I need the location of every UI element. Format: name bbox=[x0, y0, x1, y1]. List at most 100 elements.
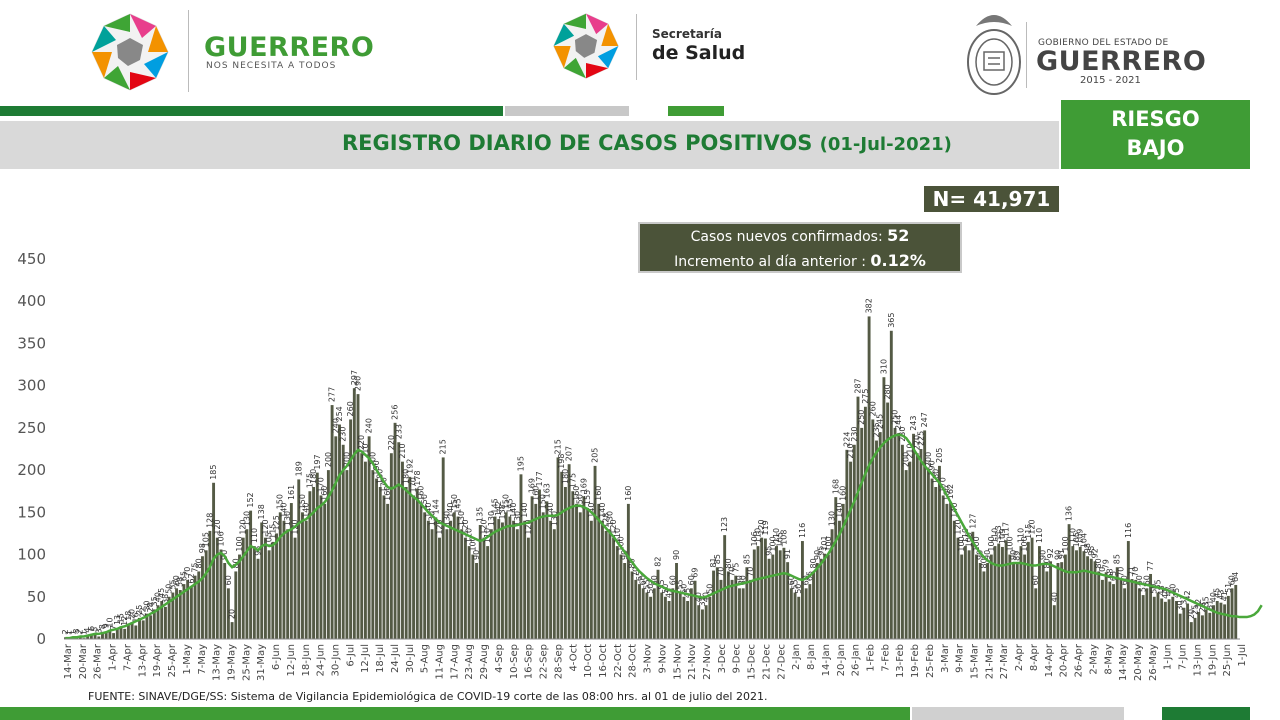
bar bbox=[501, 522, 504, 639]
stripe-lightgreen bbox=[668, 106, 724, 116]
bar bbox=[1200, 615, 1204, 639]
bar-value-label: 128 bbox=[602, 513, 611, 528]
bar bbox=[1104, 572, 1108, 639]
bar bbox=[608, 529, 612, 639]
bar-value-label: 55 bbox=[168, 579, 177, 589]
bar-value-label: 100 bbox=[1005, 536, 1014, 551]
bar bbox=[201, 556, 204, 639]
bar bbox=[256, 558, 260, 639]
bar-value-label: 130 bbox=[550, 511, 559, 526]
bar-value-label: 254 bbox=[335, 406, 344, 421]
x-tick-label: 29-Aug bbox=[479, 644, 490, 680]
bar bbox=[904, 470, 908, 639]
x-tick-label: 7-May bbox=[197, 644, 208, 675]
bar-value-label: 105 bbox=[202, 532, 211, 547]
bar bbox=[693, 580, 697, 639]
bar bbox=[819, 558, 823, 639]
bar-value-label: 104 bbox=[1079, 533, 1088, 548]
bar bbox=[919, 449, 923, 639]
bar bbox=[1112, 584, 1115, 639]
bar bbox=[1189, 622, 1193, 639]
bar bbox=[763, 538, 767, 639]
bar-value-label: 192 bbox=[405, 459, 414, 474]
x-tick-label: 15-Nov bbox=[672, 644, 683, 680]
bar bbox=[1167, 599, 1171, 639]
bar-value-label: 105 bbox=[965, 532, 974, 547]
bar bbox=[808, 584, 812, 639]
bar bbox=[512, 520, 516, 639]
bar-value-label: 215 bbox=[439, 439, 448, 454]
bar bbox=[223, 563, 227, 639]
x-tick-label: 14-May bbox=[1118, 644, 1129, 681]
bar bbox=[208, 530, 212, 639]
bar bbox=[719, 579, 723, 639]
bar bbox=[893, 427, 897, 639]
bar bbox=[1082, 551, 1086, 639]
bar bbox=[1226, 595, 1230, 639]
bar bbox=[749, 579, 753, 639]
bar bbox=[193, 575, 197, 639]
bar bbox=[960, 554, 964, 639]
bar bbox=[226, 588, 230, 639]
bar-value-label: 170 bbox=[316, 477, 325, 492]
bar bbox=[315, 472, 319, 639]
gobierno-years: 2015 - 2021 bbox=[1080, 75, 1141, 86]
bar bbox=[1100, 579, 1104, 639]
bar-value-label: 90 bbox=[1053, 550, 1062, 560]
bar-value-label: 45 bbox=[1213, 588, 1222, 598]
bar bbox=[1160, 598, 1164, 639]
bar-value-label: 175 bbox=[568, 473, 577, 488]
bar-value-label: 150 bbox=[576, 494, 585, 509]
bar-value-label: 90 bbox=[1009, 550, 1018, 560]
bar bbox=[326, 470, 330, 639]
bar bbox=[752, 549, 756, 639]
bar-value-label: 30 bbox=[142, 600, 151, 610]
bar-value-label: 120 bbox=[757, 519, 766, 534]
risk-badge: RIESGO BAJO bbox=[1061, 100, 1250, 169]
bar-value-label: 297 bbox=[350, 370, 359, 385]
bar-value-label: 145 bbox=[454, 498, 463, 513]
x-tick-label: 9-Mar bbox=[955, 643, 966, 673]
bar bbox=[1123, 588, 1127, 639]
x-tick-label: 30-Jun bbox=[330, 644, 341, 677]
bar-value-label: 43 bbox=[1216, 590, 1225, 600]
bar bbox=[1015, 563, 1019, 639]
bar-labels-group: 2113214653891071315121820162522302835404… bbox=[61, 298, 1240, 635]
bar-value-label: 60 bbox=[1142, 575, 1151, 585]
bar-value-label: 60 bbox=[787, 575, 796, 585]
bar-value-label: 60 bbox=[650, 575, 659, 585]
bar bbox=[345, 470, 349, 639]
bar bbox=[671, 588, 675, 639]
bar-value-label: 15 bbox=[117, 613, 126, 623]
bar bbox=[78, 637, 82, 639]
gobierno-state: GUERRERO bbox=[1036, 46, 1207, 77]
bar bbox=[1152, 596, 1156, 639]
bar bbox=[375, 478, 378, 639]
bar bbox=[838, 520, 841, 639]
bar-value-label: 136 bbox=[1065, 506, 1074, 521]
x-tick-label: 31-May bbox=[256, 644, 267, 681]
bar-value-label: 200 bbox=[368, 452, 377, 467]
x-tick-label: 1-Feb bbox=[865, 644, 876, 672]
bar bbox=[86, 635, 90, 639]
bar bbox=[652, 588, 656, 639]
x-axis: 14-Mar 20-Mar 26-Mar 1-Apr 7-Apr 13-Apr 19-Apr… bbox=[63, 643, 1248, 681]
bar bbox=[508, 516, 512, 639]
bar-value-label: 100 bbox=[972, 536, 981, 551]
bar-value-label: 65 bbox=[635, 571, 644, 581]
bar-value-label: 120 bbox=[524, 519, 533, 534]
y-tick-label: 350 bbox=[17, 334, 46, 352]
bar-value-label: 50 bbox=[165, 584, 174, 594]
bar bbox=[382, 495, 386, 639]
risk-line2: BAJO bbox=[1126, 136, 1185, 160]
x-tick-label: 8-May bbox=[1103, 644, 1114, 675]
bar bbox=[297, 479, 301, 639]
bar-value-label: 125 bbox=[272, 515, 281, 530]
bar-value-label: 16 bbox=[131, 612, 140, 622]
x-tick-label: 16-Sep bbox=[524, 644, 535, 679]
bar bbox=[623, 563, 627, 639]
bar bbox=[245, 529, 249, 639]
bar bbox=[352, 388, 356, 639]
x-tick-label: 28-Oct bbox=[628, 644, 639, 678]
bar bbox=[286, 529, 290, 639]
